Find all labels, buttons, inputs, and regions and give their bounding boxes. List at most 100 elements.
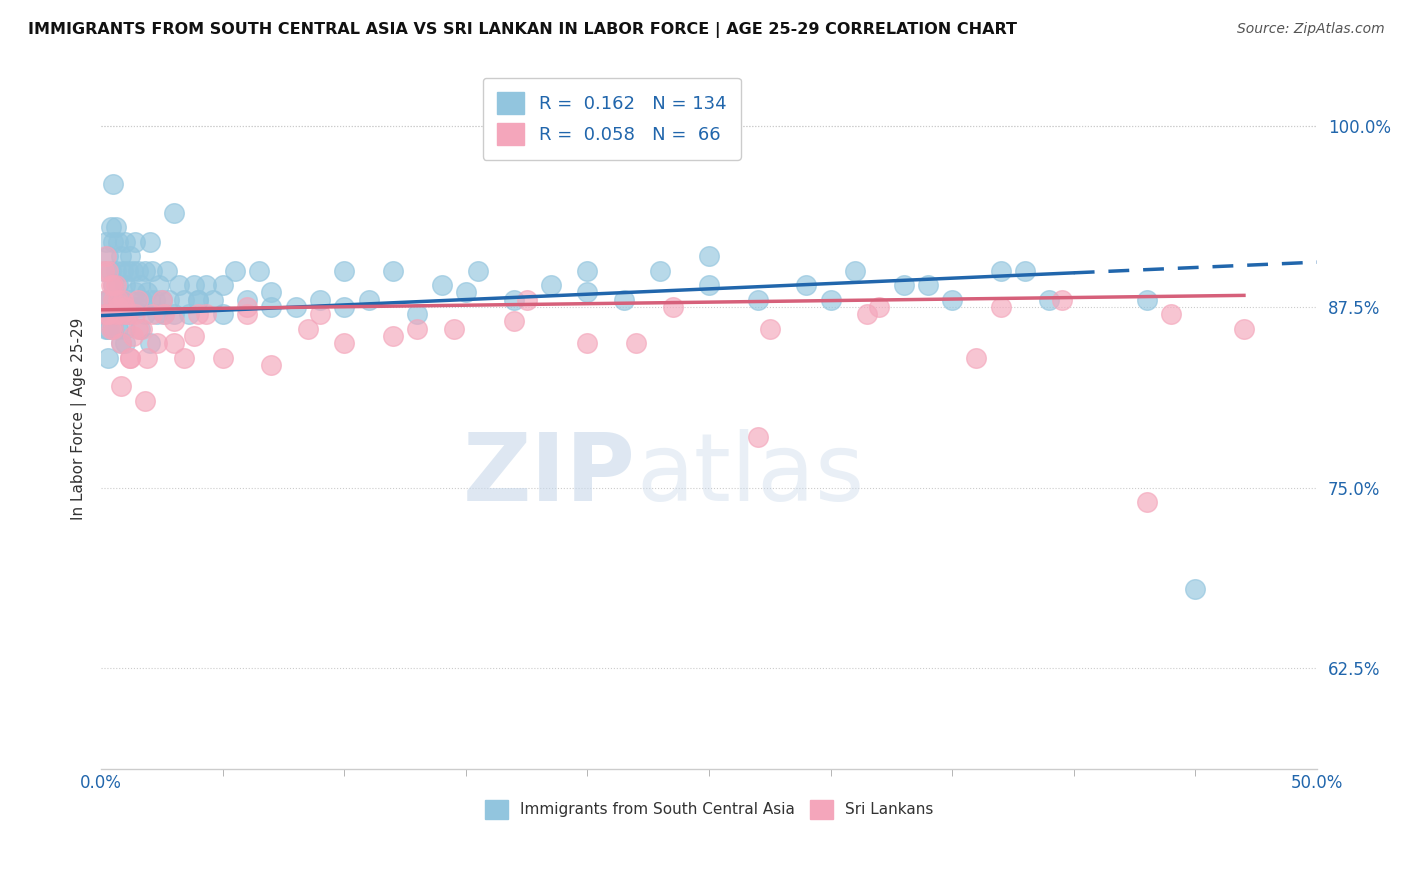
- Point: [661, 300, 683, 314]
- Point: [224, 264, 246, 278]
- Point: [104, 307, 127, 321]
- Point: [260, 285, 283, 300]
- Point: [129, 278, 152, 293]
- Point: [503, 314, 526, 328]
- Point: [284, 300, 307, 314]
- Point: [624, 336, 647, 351]
- Point: [97, 307, 120, 321]
- Point: [309, 293, 332, 307]
- Point: [127, 293, 149, 307]
- Point: [120, 293, 142, 307]
- Point: [143, 293, 166, 307]
- Point: [236, 307, 259, 321]
- Point: [131, 321, 153, 335]
- Point: [406, 321, 429, 335]
- Point: [107, 278, 129, 293]
- Point: [134, 264, 156, 278]
- Point: [150, 293, 173, 307]
- Point: [104, 264, 127, 278]
- Point: [114, 307, 136, 321]
- Text: ZIP: ZIP: [463, 429, 636, 521]
- Point: [613, 293, 636, 307]
- Point: [540, 278, 562, 293]
- Point: [121, 264, 143, 278]
- Point: [576, 336, 599, 351]
- Point: [194, 278, 217, 293]
- Point: [114, 321, 136, 335]
- Point: [141, 264, 163, 278]
- Point: [103, 321, 125, 335]
- Point: [110, 336, 132, 351]
- Point: [97, 321, 120, 335]
- Point: [211, 307, 233, 321]
- Point: [110, 249, 132, 263]
- Point: [173, 293, 195, 307]
- Point: [917, 278, 939, 293]
- Point: [134, 307, 156, 321]
- Point: [131, 293, 153, 307]
- Text: atlas: atlas: [636, 429, 865, 521]
- Point: [1136, 293, 1159, 307]
- Point: [94, 293, 117, 307]
- Point: [163, 336, 186, 351]
- Point: [454, 285, 477, 300]
- Point: [93, 264, 115, 278]
- Point: [136, 351, 159, 365]
- Point: [650, 264, 672, 278]
- Point: [103, 293, 125, 307]
- Point: [120, 351, 142, 365]
- Point: [163, 314, 186, 328]
- Point: [966, 351, 988, 365]
- Point: [111, 307, 134, 321]
- Point: [111, 293, 134, 307]
- Point: [868, 300, 890, 314]
- Point: [1233, 321, 1256, 335]
- Point: [100, 321, 122, 335]
- Point: [117, 307, 139, 321]
- Point: [103, 278, 125, 293]
- Point: [110, 307, 132, 321]
- Point: [148, 278, 170, 293]
- Point: [110, 293, 132, 307]
- Point: [107, 293, 129, 307]
- Legend: Immigrants from South Central Asia, Sri Lankans: Immigrants from South Central Asia, Sri …: [478, 794, 939, 825]
- Point: [820, 293, 842, 307]
- Point: [146, 336, 169, 351]
- Point: [103, 278, 125, 293]
- Point: [211, 351, 233, 365]
- Point: [150, 293, 173, 307]
- Point: [97, 249, 120, 263]
- Text: IMMIGRANTS FROM SOUTH CENTRAL ASIA VS SRI LANKAN IN LABOR FORCE | AGE 25-29 CORR: IMMIGRANTS FROM SOUTH CENTRAL ASIA VS SR…: [28, 22, 1017, 38]
- Point: [187, 307, 209, 321]
- Point: [117, 307, 139, 321]
- Point: [103, 177, 125, 191]
- Point: [153, 307, 176, 321]
- Point: [104, 307, 127, 321]
- Point: [697, 278, 720, 293]
- Point: [576, 285, 599, 300]
- Point: [173, 351, 195, 365]
- Point: [443, 321, 465, 335]
- Point: [260, 300, 283, 314]
- Point: [333, 336, 356, 351]
- Point: [844, 264, 866, 278]
- Point: [201, 293, 224, 307]
- Point: [93, 307, 115, 321]
- Point: [187, 293, 209, 307]
- Point: [100, 220, 122, 235]
- Point: [260, 358, 283, 372]
- Point: [107, 300, 129, 314]
- Point: [381, 264, 404, 278]
- Point: [157, 293, 180, 307]
- Point: [309, 307, 332, 321]
- Point: [406, 307, 429, 321]
- Point: [129, 321, 152, 335]
- Point: [183, 278, 205, 293]
- Point: [124, 285, 146, 300]
- Point: [104, 278, 127, 293]
- Point: [120, 249, 142, 263]
- Point: [759, 321, 782, 335]
- Point: [94, 235, 117, 249]
- Point: [94, 293, 117, 307]
- Point: [117, 264, 139, 278]
